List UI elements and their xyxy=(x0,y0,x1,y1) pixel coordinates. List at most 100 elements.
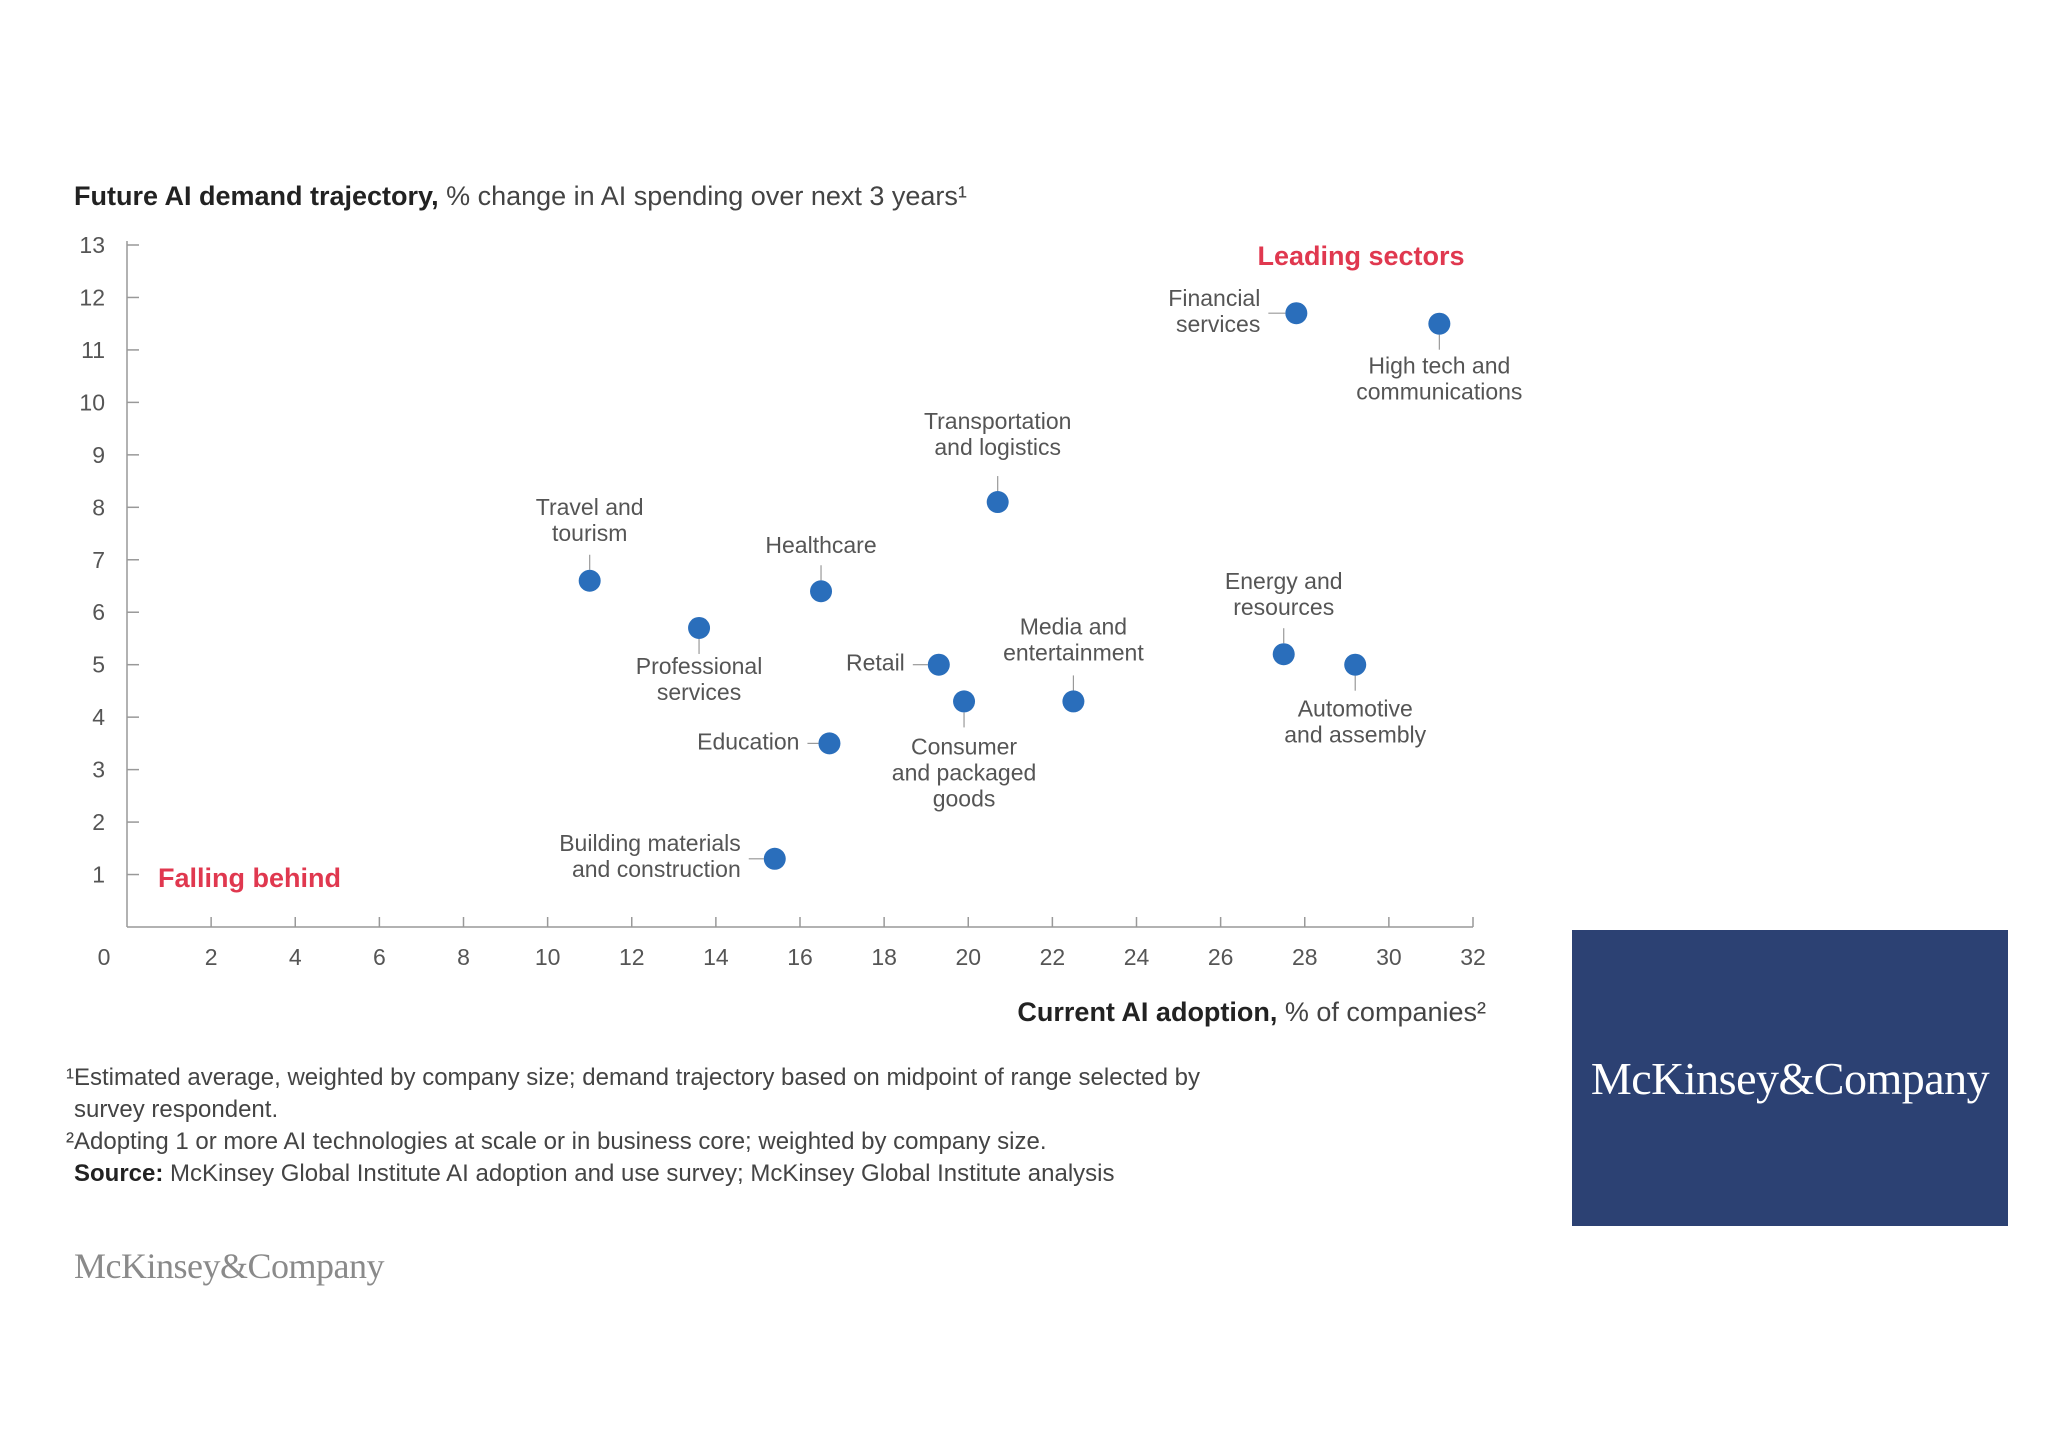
label-line: entertainment xyxy=(1003,639,1144,665)
label-line: Financial xyxy=(1168,285,1260,311)
data-point-label: High tech and communications xyxy=(1356,353,1522,405)
leading-sectors-annotation: Leading sectors xyxy=(1257,241,1464,271)
label-line: tourism xyxy=(552,520,627,546)
data-point-group: Building materials and construction xyxy=(559,830,786,882)
x-tick-label: 24 xyxy=(1124,944,1150,970)
source-label: Source: xyxy=(74,1160,164,1187)
label-line: Automotive xyxy=(1298,696,1413,722)
y-tick-label: 11 xyxy=(81,337,105,363)
x-tick-label: 12 xyxy=(619,944,645,970)
data-point xyxy=(927,653,950,676)
y-tick-label: 8 xyxy=(92,494,105,520)
label-line: Consumer xyxy=(911,733,1017,759)
x-tick-label: 8 xyxy=(457,944,470,970)
data-point xyxy=(763,847,786,870)
source-text: McKinsey Global Institute AI adoption an… xyxy=(163,1160,1115,1187)
data-point xyxy=(986,491,1009,514)
data-point-group: Consumer and packaged goods xyxy=(892,690,1037,811)
data-point-label: Consumer and packaged goods xyxy=(892,733,1037,811)
label-line: Building materials xyxy=(559,830,741,856)
data-point-label: Financial services xyxy=(1168,285,1260,337)
label-line: and assembly xyxy=(1284,722,1426,748)
mckinsey-logo-box: McKinsey&Company xyxy=(1572,930,2008,1226)
data-point-group: Travel and tourism xyxy=(536,494,644,592)
label-line: Healthcare xyxy=(765,532,876,558)
y-tick-label: 4 xyxy=(92,704,105,730)
label-line: Energy and xyxy=(1225,568,1343,594)
falling-behind-annotation: Falling behind xyxy=(158,863,341,893)
label-line: goods xyxy=(933,785,996,811)
label-line: Retail xyxy=(846,650,905,676)
mckinsey-logo-text: McKinsey&Company xyxy=(1590,1052,1990,1104)
x-tick-label: 0 xyxy=(98,944,111,970)
data-point-group: Retail xyxy=(846,650,950,676)
data-point-group: Healthcare xyxy=(765,532,877,603)
x-tick-label: 16 xyxy=(787,944,813,970)
data-point xyxy=(953,690,976,713)
data-point xyxy=(1062,690,1085,713)
data-point xyxy=(1428,312,1451,335)
x-tick-label: 20 xyxy=(955,944,981,970)
data-point-group: Media and entertainment xyxy=(1003,613,1144,713)
label-line: Professional xyxy=(636,653,763,679)
label-line: resources xyxy=(1233,594,1334,620)
data-point-label: Healthcare xyxy=(765,532,876,558)
label-line: services xyxy=(1176,311,1260,337)
data-point-label: Retail xyxy=(846,650,905,676)
label-line: Travel and xyxy=(536,494,644,520)
y-tick-label: 12 xyxy=(79,284,105,310)
data-point-group: Education xyxy=(697,728,841,755)
x-tick-label: 28 xyxy=(1292,944,1318,970)
y-tick-label: 6 xyxy=(92,599,105,625)
y-tick-label: 9 xyxy=(92,442,105,468)
x-tick-label: 26 xyxy=(1208,944,1234,970)
data-point-group: Energy and resources xyxy=(1225,568,1343,666)
label-line: communications xyxy=(1356,379,1522,405)
data-point-label: Travel and tourism xyxy=(536,494,644,546)
x-tick-label: 4 xyxy=(289,944,302,970)
source-note: Source: McKinsey Global Institute AI ado… xyxy=(74,1158,1115,1190)
data-point-label: Professional services xyxy=(636,653,763,705)
label-line: High tech and xyxy=(1368,353,1510,379)
data-point-label: Media and entertainment xyxy=(1003,613,1144,665)
data-point xyxy=(1272,643,1295,666)
chart-title: Future AI demand trajectory, % change in… xyxy=(74,181,967,211)
x-tick-label: 14 xyxy=(703,944,729,970)
y-tick-label: 10 xyxy=(79,389,105,415)
footnote-1: ¹Estimated average, weighted by company … xyxy=(66,1064,1200,1091)
y-tick-label: 13 xyxy=(79,232,105,258)
y-tick-label: 1 xyxy=(92,862,105,888)
mckinsey-logo-small: McKinsey&Company xyxy=(74,1246,384,1286)
data-point-group: High tech and communications xyxy=(1356,312,1522,405)
x-tick-label: 2 xyxy=(205,944,218,970)
x-tick-label: 18 xyxy=(871,944,897,970)
x-tick-label: 30 xyxy=(1376,944,1402,970)
x-tick-label: 22 xyxy=(1040,944,1066,970)
scatter-chart: Future AI demand trajectory, % change in… xyxy=(74,181,1522,1027)
x-tick-label: 10 xyxy=(535,944,561,970)
footnote-2: ²Adopting 1 or more AI technologies at s… xyxy=(66,1128,1047,1155)
data-point xyxy=(1285,302,1308,325)
data-point-group: Transportation and logistics xyxy=(924,408,1071,514)
label-line: Education xyxy=(697,728,799,754)
label-line: Transportation xyxy=(924,408,1071,434)
data-point-label: Automotive and assembly xyxy=(1284,696,1426,748)
data-point-group: Financial services xyxy=(1168,285,1308,337)
data-point xyxy=(810,580,833,603)
data-point-label: Transportation and logistics xyxy=(924,408,1071,460)
data-point xyxy=(818,732,841,755)
data-point-label: Education xyxy=(697,728,799,754)
label-line: and packaged xyxy=(892,759,1037,785)
footnote-1-cont: survey respondent. xyxy=(74,1096,279,1123)
data-point-label: Energy and resources xyxy=(1225,568,1343,620)
y-tick-label: 3 xyxy=(92,757,105,783)
label-line: Media and xyxy=(1020,613,1127,639)
x-tick-label: 32 xyxy=(1460,944,1486,970)
data-point-group: Professional services xyxy=(636,616,763,705)
x-axis-title: Current AI adoption, % of companies² xyxy=(1017,997,1486,1027)
data-point-label: Building materials and construction xyxy=(559,830,741,882)
y-tick-label: 7 xyxy=(92,547,105,573)
data-point xyxy=(688,616,711,639)
data-point xyxy=(1344,653,1367,676)
x-tick-label: 6 xyxy=(373,944,386,970)
